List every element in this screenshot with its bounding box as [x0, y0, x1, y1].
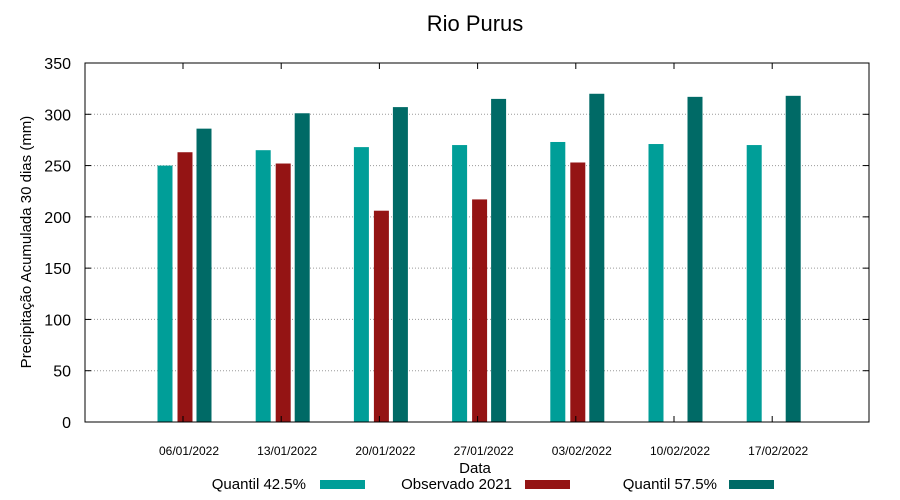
y-tick-label: 350 — [44, 56, 71, 73]
x-tick-label: 10/02/2022 — [650, 444, 710, 458]
bar — [255, 150, 271, 422]
bar — [472, 199, 488, 422]
y-tick-label: 150 — [44, 261, 71, 278]
y-axis-label: Precipitação Acumulada 30 dias (mm) — [18, 116, 35, 369]
x-tick-label: 13/01/2022 — [257, 444, 317, 458]
bar — [294, 113, 310, 422]
bars — [157, 93, 801, 423]
y-tick-label: 0 — [62, 415, 71, 432]
y-axis-ticks: 0 50 100 150 200 250 300 350 — [44, 56, 869, 432]
legend: Quantil 42.5% Observado 2021 Quantil 57.5% — [212, 476, 774, 493]
bar — [550, 141, 566, 423]
x-tick-label: 27/01/2022 — [454, 444, 514, 458]
y-tick-label: 200 — [44, 210, 71, 227]
legend-label: Quantil 42.5% — [212, 476, 306, 493]
y-tick-label: 300 — [44, 107, 71, 124]
bar — [177, 152, 193, 423]
y-tick-label: 50 — [53, 364, 71, 381]
x-axis-label: Data — [459, 460, 491, 477]
bar — [353, 147, 369, 422]
bar — [275, 163, 291, 422]
y-tick-label: 100 — [44, 312, 71, 329]
bar — [746, 145, 762, 423]
bar — [785, 95, 801, 422]
bar — [687, 96, 703, 422]
bar — [491, 98, 507, 423]
plot-frame — [84, 62, 870, 423]
bar — [589, 93, 605, 423]
legend-label: Quantil 57.5% — [623, 476, 717, 493]
x-tick-label: 17/02/2022 — [748, 444, 808, 458]
bar — [452, 145, 468, 423]
chart-title: Rio Purus — [427, 11, 524, 36]
bar — [570, 162, 586, 422]
legend-label: Observado 2021 — [401, 476, 512, 493]
x-tick-label: 03/02/2022 — [552, 444, 612, 458]
bar — [157, 165, 173, 423]
bar — [196, 128, 212, 422]
legend-swatch — [729, 480, 774, 489]
bar — [392, 107, 408, 422]
y-tick-label: 250 — [44, 159, 71, 176]
bar — [648, 144, 664, 422]
x-axis-ticks: 06/01/2022 13/01/2022 20/01/2022 27/01/2022… — [159, 63, 809, 458]
legend-swatch — [320, 480, 365, 489]
legend-swatch — [525, 480, 570, 489]
x-tick-label: 20/01/2022 — [355, 444, 415, 458]
bar — [373, 210, 389, 422]
x-tick-label: 06/01/2022 — [159, 444, 219, 458]
